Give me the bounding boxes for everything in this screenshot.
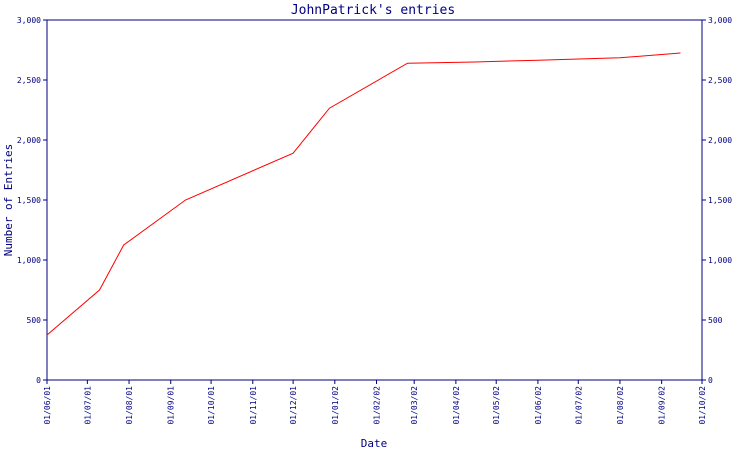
x-tick-label: 01/01/02 xyxy=(331,386,340,425)
x-tick-label: 01/07/02 xyxy=(574,386,583,425)
chart-title: JohnPatrick's entries xyxy=(291,3,455,18)
x-tick-label: 01/08/01 xyxy=(125,386,134,425)
y-tick-label-right: 1,000 xyxy=(708,256,732,265)
x-tick-label: 01/09/01 xyxy=(167,386,176,425)
x-tick-label: 01/03/02 xyxy=(410,386,419,425)
x-tick-label: 01/04/02 xyxy=(452,386,461,425)
x-tick-label: 01/11/01 xyxy=(249,386,258,425)
y-tick-labels-right: 0 500 1,000 1,500 2,000 2,500 3,000 xyxy=(708,16,732,385)
y-tick-label-left: 3,000 xyxy=(17,16,41,25)
x-axis-label: Date xyxy=(361,437,388,450)
y-tick-label-left: 1,500 xyxy=(17,196,41,205)
y-tick-label-left: 500 xyxy=(27,316,42,325)
x-tick-label: 01/06/01 xyxy=(43,386,52,425)
y-tick-label-right: 2,000 xyxy=(708,136,732,145)
plot-frame xyxy=(46,19,703,381)
y-tick-label-right: 0 xyxy=(708,376,713,385)
series-line xyxy=(46,52,681,336)
x-tick-label: 01/10/01 xyxy=(207,386,216,425)
y-tick-label-left: 1,000 xyxy=(17,256,41,265)
tick-marks xyxy=(43,19,706,384)
y-tick-label-right: 3,000 xyxy=(708,16,732,25)
x-tick-label: 01/06/02 xyxy=(534,386,543,425)
y-tick-label-right: 500 xyxy=(708,316,723,325)
y-axis-label: Number of Entries xyxy=(2,144,15,257)
x-tick-label: 01/02/02 xyxy=(373,386,382,425)
y-tick-label-left: 2,000 xyxy=(17,136,41,145)
x-tick-label: 01/12/01 xyxy=(289,386,298,425)
y-tick-label-left: 2,500 xyxy=(17,76,41,85)
x-tick-label: 01/05/02 xyxy=(492,386,501,425)
x-tick-label: 01/09/02 xyxy=(658,386,667,425)
y-tick-label-right: 1,500 xyxy=(708,196,732,205)
series-layer xyxy=(46,52,681,336)
x-tick-label: 01/08/02 xyxy=(616,386,625,425)
x-tick-label: 01/07/01 xyxy=(83,386,92,425)
x-tick-labels: 01/06/01 01/07/01 01/08/01 01/09/01 01/10/01… xyxy=(43,386,707,425)
y-tick-labels-left: 0 500 1,000 1,500 2,000 2,500 3,000 xyxy=(17,16,41,385)
y-tick-label-right: 2,500 xyxy=(708,76,732,85)
axes xyxy=(46,19,703,381)
x-tick-label: 01/10/02 xyxy=(698,386,707,425)
y-tick-label-left: 0 xyxy=(36,376,41,385)
